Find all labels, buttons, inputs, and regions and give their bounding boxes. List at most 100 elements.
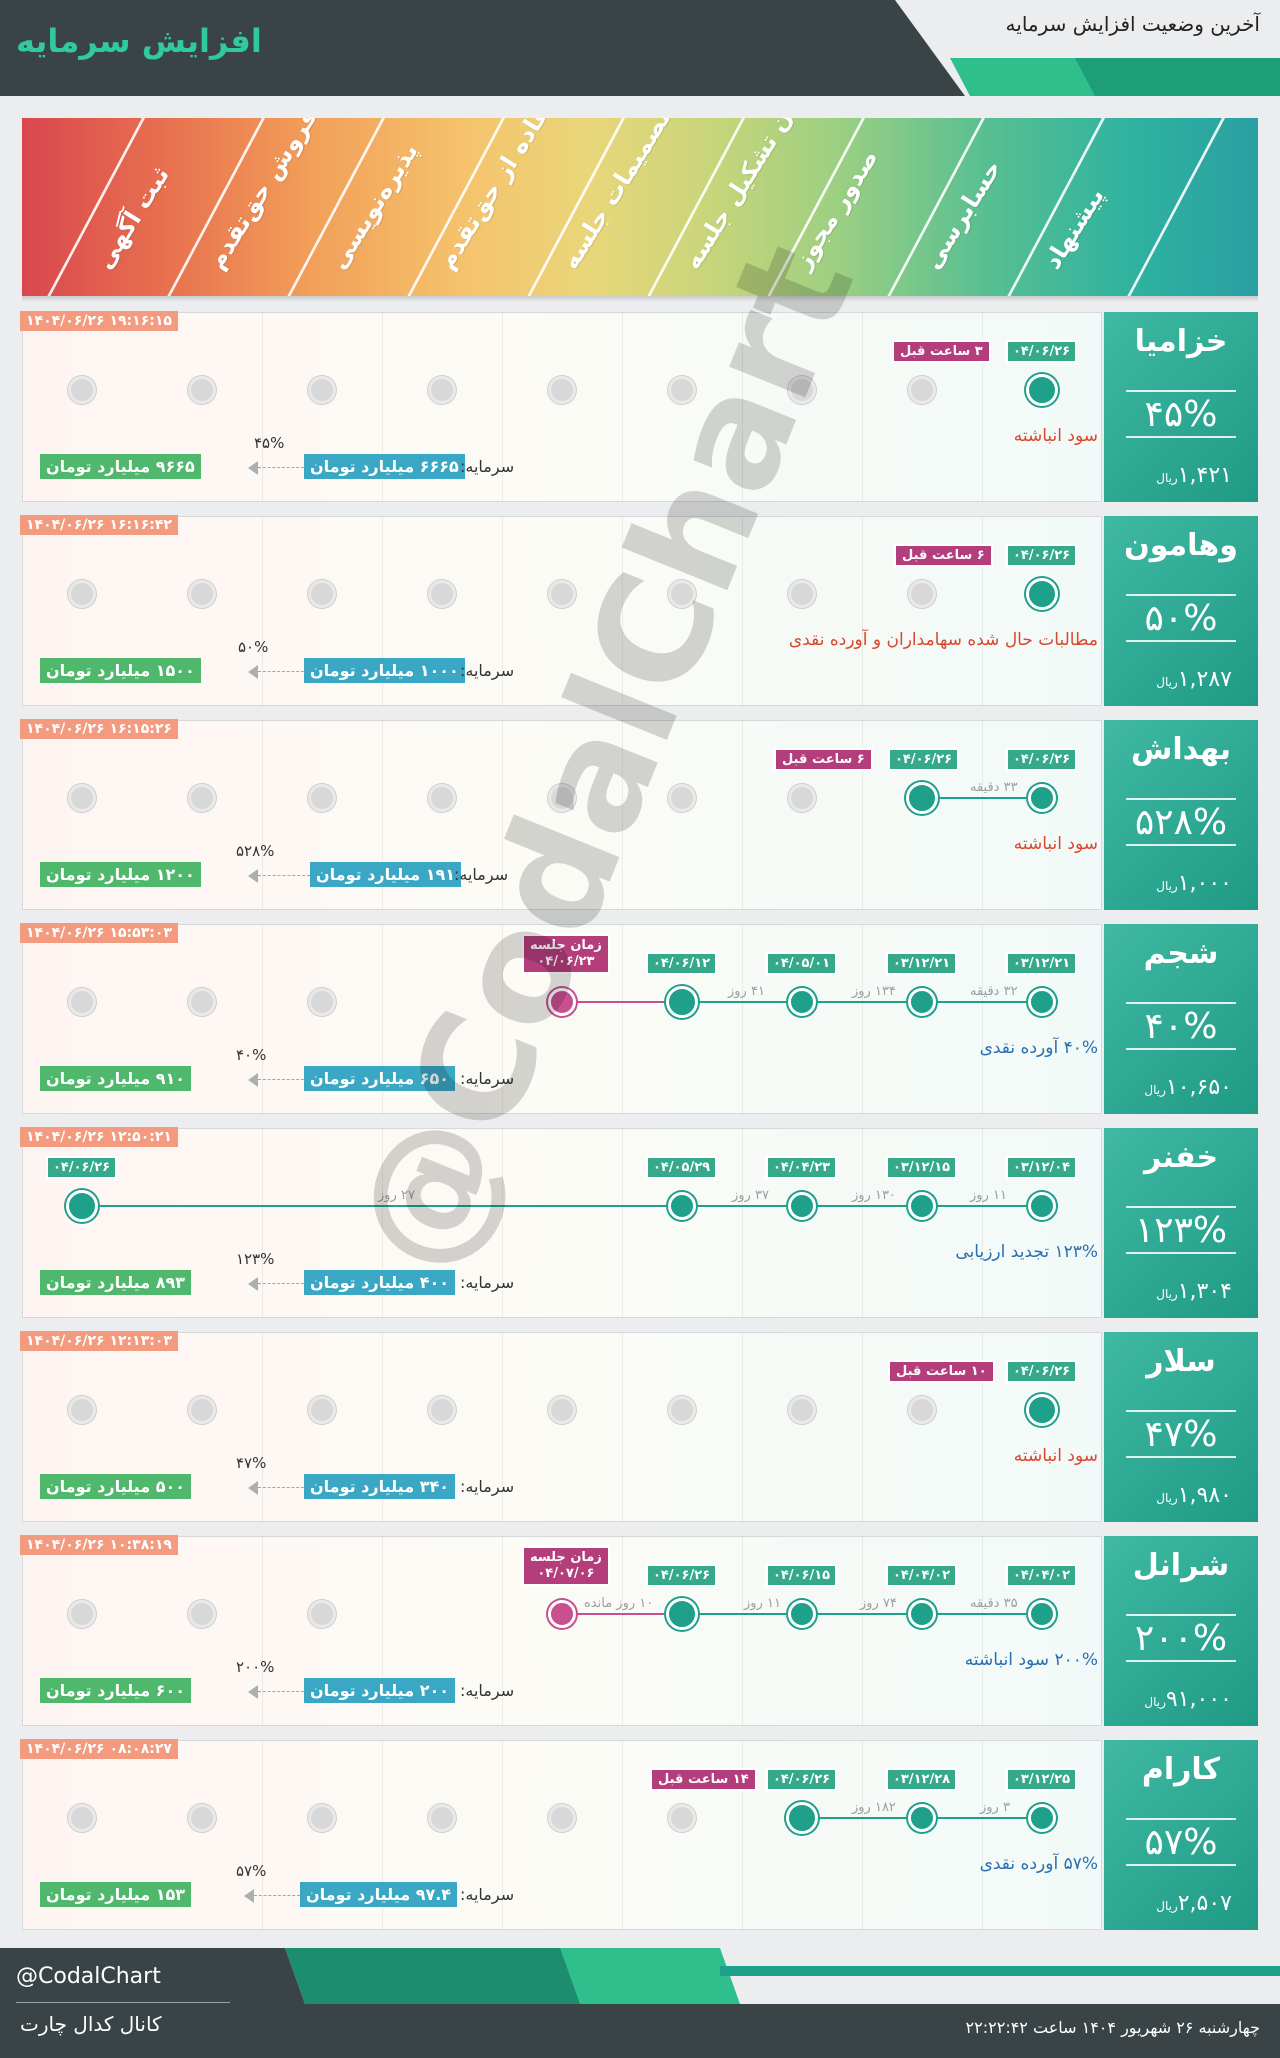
time-ago-tag: ۶ ساعت قبل	[774, 748, 873, 771]
symbol-panel[interactable]: بهداش ۵۲۸% ۱,۰۰۰ریال	[1104, 720, 1258, 910]
increase-percent: ۱۲۳%	[1126, 1206, 1236, 1254]
step-label: تصمیمات جلسه	[556, 118, 677, 274]
step-dot	[428, 784, 456, 812]
price-unit: ریال	[1156, 675, 1178, 689]
arrow-left-icon	[248, 461, 258, 475]
segment-duration: ۱۰ روز مانده	[584, 1596, 654, 1611]
arrow-line	[258, 1691, 304, 1692]
date-tag: ۰۳/۱۲/۲۵	[1006, 1768, 1078, 1791]
capital-increase-row: ۱۴۰۴/۰۶/۲۶ ۱۰:۳۸:۱۹ ۳۵ دقیقه ۷۴ روز ۱۱ ر…	[20, 1535, 1258, 1726]
price-unit: ریال	[1156, 471, 1178, 485]
update-timestamp: ۱۴۰۴/۰۶/۲۶ ۰۸:۰۸:۲۷	[20, 1739, 178, 1759]
date-tag: ۰۴/۰۶/۲۶	[46, 1156, 118, 1179]
symbol-panel[interactable]: خفنر ۱۲۳% ۱,۳۰۴ریال	[1104, 1128, 1258, 1318]
capital-line: ۱۵۰۰ میلیارد تومان ۵۰% ۱۰۰۰ میلیارد توما…	[40, 638, 540, 686]
symbol-name: خفنر	[1143, 1140, 1219, 1175]
date-tag: ۰۴/۰۴/۰۲	[1006, 1564, 1078, 1587]
segment-duration: ۷۴ روز	[860, 1596, 897, 1611]
price-value: ۱,۲۸۷	[1177, 667, 1232, 692]
step-dot-done	[788, 988, 816, 1016]
segment-duration: ۱۱ روز	[744, 1596, 781, 1611]
step-banner: ثبت آگهی فروش حق‌تقدم پذیره‌نویسی استفاد…	[22, 118, 1258, 296]
new-capital: ۱۵۳ میلیارد تومان	[40, 1882, 191, 1907]
step-dot	[668, 580, 696, 608]
capital-line: ۱۲۰۰ میلیارد تومان ۵۲۸% ۱۹۱ میلیارد توما…	[40, 842, 540, 890]
date-tag: ۰۳/۱۲/۰۴	[1006, 1156, 1078, 1179]
increase-source: مطالبات حال شده سهامداران و آورده نقدی	[788, 630, 1098, 650]
increase-percent: ۴۵%	[1126, 390, 1236, 438]
step-dot	[668, 376, 696, 404]
new-capital: ۱۵۰۰ میلیارد تومان	[40, 658, 201, 683]
step-dot-done	[788, 1600, 816, 1628]
step-dot	[788, 580, 816, 608]
price-value: ۱,۰۰۰	[1177, 871, 1232, 896]
capital-label: سرمایه:	[460, 1885, 515, 1904]
step-dot-active	[906, 782, 938, 814]
share-price: ۱,۰۰۰ریال	[1156, 871, 1232, 896]
capital-percent: ۴۰%	[236, 1046, 267, 1064]
banner-shadow	[22, 296, 1258, 302]
price-unit: ریال	[1156, 1899, 1178, 1913]
step-dot	[188, 580, 216, 608]
step-dot	[548, 784, 576, 812]
arrow-left-icon	[248, 1481, 258, 1495]
header-bar	[0, 0, 965, 96]
update-timestamp: ۱۴۰۴/۰۶/۲۶ ۱۲:۱۳:۰۳	[20, 1331, 178, 1351]
increase-percent: ۵۲۸%	[1126, 798, 1236, 846]
segment-duration: ۳۵ دقیقه	[970, 1596, 1018, 1611]
date-tag: ۰۳/۱۲/۲۱	[886, 952, 958, 975]
step-dot	[68, 988, 96, 1016]
symbol-panel[interactable]: کارام ۵۷% ۲,۵۰۷ریال	[1104, 1740, 1258, 1930]
old-capital: ۶۵۰ میلیارد تومان	[304, 1066, 455, 1091]
capital-increase-row: ۱۴۰۴/۰۶/۲۶ ۱۲:۱۳:۰۳ ۰۴/۰۶/۲۶ ۱۰ ساعت قبل…	[20, 1331, 1258, 1522]
page-title: افزایش سرمایه	[16, 22, 262, 60]
symbol-name: شجم	[1143, 936, 1219, 971]
step-dot-done	[908, 988, 936, 1016]
meeting-dot	[548, 988, 576, 1016]
capital-line: ۵۰۰ میلیارد تومان ۴۷% ۳۴۰ میلیارد تومان …	[40, 1454, 540, 1502]
page-subtitle: آخرین وضعیت افزایش سرمایه	[1005, 12, 1260, 36]
date-tag: ۰۴/۰۶/۲۶	[646, 1564, 718, 1587]
step-dot	[188, 988, 216, 1016]
step-dot	[188, 784, 216, 812]
time-ago-tag: ۱۰ ساعت قبل	[888, 1360, 995, 1383]
capital-label: سرمایه:	[454, 865, 509, 884]
segment-duration: ۳۳ دقیقه	[970, 780, 1018, 795]
capital-label: سرمایه:	[460, 661, 515, 680]
banner-divider	[1127, 118, 1225, 296]
capital-percent: ۴۷%	[236, 1454, 267, 1472]
capital-percent: ۵۲۸%	[236, 842, 275, 860]
segment-duration: ۳ روز	[980, 1800, 1010, 1815]
update-timestamp: ۱۴۰۴/۰۶/۲۶ ۱۵:۵۳:۰۳	[20, 923, 178, 943]
timeline-link	[682, 1613, 1040, 1615]
old-capital: ۱۰۰۰ میلیارد تومان	[304, 658, 465, 683]
update-timestamp: ۱۴۰۴/۰۶/۲۶ ۱۶:۱۶:۴۲	[20, 515, 178, 535]
increase-source: ۵۷% آورده نقدی	[979, 1854, 1098, 1874]
channel-handle[interactable]: @CodalChart	[16, 1964, 161, 1989]
increase-percent: ۴۷%	[1126, 1410, 1236, 1458]
step-dot-done	[908, 1804, 936, 1832]
meeting-tag: زمان جلسه ۰۴/۰۷/۰۶	[522, 1546, 610, 1586]
symbol-name: کارام	[1141, 1752, 1221, 1787]
arrow-line	[254, 1895, 300, 1896]
step-dot	[308, 376, 336, 404]
step-dot-active	[1026, 374, 1058, 406]
symbol-panel[interactable]: شرانل ۲۰۰% ۹۱,۰۰۰ریال	[1104, 1536, 1258, 1726]
symbol-name: وهامون	[1124, 528, 1238, 563]
channel-name: کانال کدال چارت	[20, 2012, 162, 2036]
increase-source: سود انباشته	[1013, 834, 1098, 854]
date-tag: ۰۴/۰۶/۲۶	[1006, 748, 1078, 771]
capital-label: سرمایه:	[460, 1069, 515, 1088]
symbol-panel[interactable]: شجم ۴۰% ۱۰,۶۵۰ریال	[1104, 924, 1258, 1114]
symbol-name: بهداش	[1130, 732, 1232, 767]
step-dot	[188, 1804, 216, 1832]
step-label: استفاده از حق‌تقدم	[432, 118, 578, 274]
symbol-panel[interactable]: خزامیا ۴۵% ۱,۴۲۱ریال	[1104, 312, 1258, 502]
update-timestamp: ۱۴۰۴/۰۶/۲۶ ۱۹:۱۶:۱۵	[20, 311, 178, 331]
share-price: ۱,۴۲۱ریال	[1156, 463, 1232, 488]
step-dot	[308, 580, 336, 608]
step-dot	[308, 1600, 336, 1628]
symbol-panel[interactable]: وهامون ۵۰% ۱,۲۸۷ریال	[1104, 516, 1258, 706]
step-dot-active	[786, 1802, 818, 1834]
symbol-panel[interactable]: سلار ۴۷% ۱,۹۸۰ریال	[1104, 1332, 1258, 1522]
